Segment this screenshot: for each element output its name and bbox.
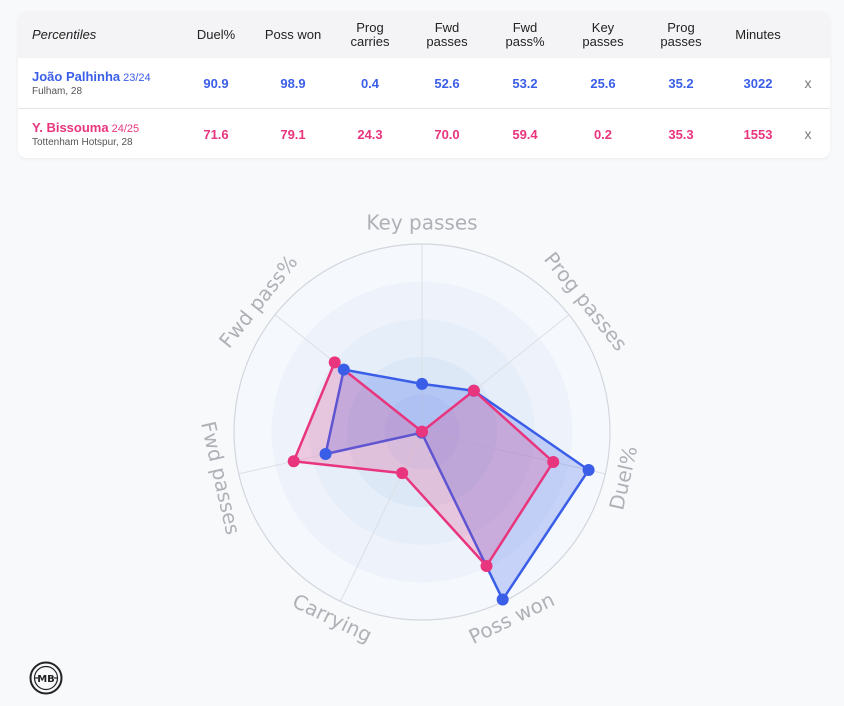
value-fwd-pass-pct: 59.4	[512, 126, 538, 142]
value-duel-pct: 90.9	[203, 75, 229, 91]
radar-point	[416, 377, 428, 390]
value-duel-pct: 71.6	[203, 126, 229, 142]
radar-series-2-area	[292, 361, 555, 568]
player-name[interactable]: João Palhinha 23/24	[32, 69, 151, 84]
value-fwd-passes: 52.6	[434, 75, 460, 91]
player-club: Fulham, 28	[32, 86, 83, 97]
player-name-text: Y. Bissouma	[32, 120, 109, 135]
radar-point	[328, 356, 341, 369]
value-prog-carries: 0.4	[360, 75, 380, 91]
remove-player-button[interactable]: x	[804, 75, 812, 91]
mb-logo-icon: MB	[29, 661, 63, 695]
radar-spoke	[339, 431, 423, 602]
radar-spoke	[421, 431, 606, 475]
radar-axis-label: Key passes	[366, 211, 477, 235]
col-poss-won: Poss won	[264, 27, 322, 42]
player-season: 24/25	[111, 123, 140, 135]
remove-player-button[interactable]: x	[804, 126, 812, 142]
radar-point	[416, 425, 428, 438]
header-label: Percentiles	[32, 27, 97, 42]
value-key-passes: 0.2	[593, 126, 613, 142]
value-key-passes: 25.6	[590, 75, 616, 91]
player-season: 23/24	[123, 72, 151, 84]
col-fwd-passes: Fwd passes	[426, 20, 468, 49]
player-name-text: João Palhinha	[32, 69, 121, 84]
value-prog-carries: 24.3	[357, 126, 383, 142]
radar-point	[337, 363, 350, 376]
value-poss-won: 79.1	[280, 126, 306, 142]
radar-point	[496, 593, 509, 606]
logo-text: MB	[37, 674, 55, 685]
table-row: João Palhinha 23/24 Fulham, 28 90.9 98.9 …	[18, 58, 830, 109]
player-club: Tottenham Hotspur, 28	[32, 137, 133, 148]
player-name[interactable]: Y. Bissouma 24/25	[32, 120, 139, 135]
value-minutes: 3022	[743, 75, 773, 91]
radar-point	[467, 384, 480, 397]
radar-axis-label: Duel%	[604, 444, 642, 513]
radar-series-1-area	[324, 368, 590, 601]
col-duel-pct: Duel%	[196, 27, 236, 42]
radar-point	[480, 559, 493, 572]
col-minutes: Minutes	[735, 27, 781, 42]
col-fwd-pass-pct: Fwd pass%	[505, 20, 545, 49]
value-prog-passes: 35.3	[668, 126, 694, 142]
col-key-passes: Key passes	[582, 20, 624, 49]
radar-point	[547, 455, 560, 468]
col-prog-carries: Prog carries	[350, 20, 390, 49]
value-fwd-passes: 70.0	[434, 126, 460, 142]
percentiles-table: Percentiles Duel% Poss won Prog carries …	[18, 12, 830, 158]
radar-point	[319, 448, 332, 461]
table-row: Y. Bissouma 24/25 Tottenham Hotspur, 28 7…	[18, 109, 830, 159]
value-fwd-pass-pct: 53.2	[512, 75, 538, 91]
value-poss-won: 98.9	[280, 75, 306, 91]
radar-point	[582, 464, 595, 477]
radar-point	[287, 455, 300, 468]
value-minutes: 1553	[743, 126, 773, 142]
radar-point	[396, 467, 409, 480]
table-header: Percentiles Duel% Poss won Prog carries …	[18, 12, 830, 58]
value-prog-passes: 35.2	[668, 75, 694, 91]
col-prog-passes: Prog passes	[660, 20, 702, 49]
